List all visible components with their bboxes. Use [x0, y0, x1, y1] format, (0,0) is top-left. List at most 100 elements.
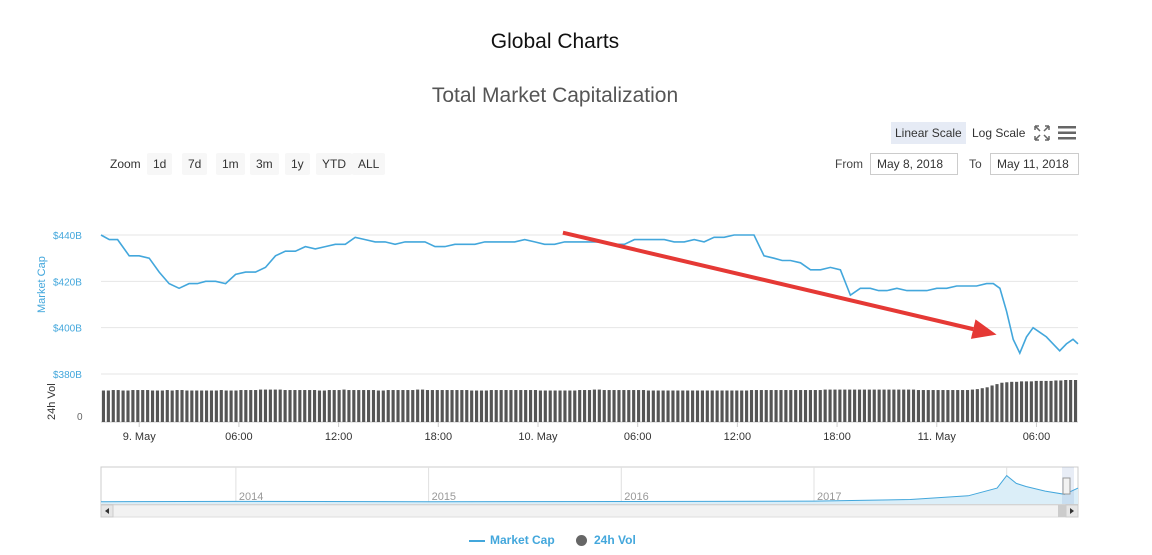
volume-bar [484, 390, 488, 422]
chart-title: Total Market Capitalization [431, 84, 679, 107]
volume-bar [209, 390, 214, 422]
volume-bar [1010, 381, 1014, 422]
volume-bar [543, 390, 547, 422]
volume-bar [926, 390, 930, 422]
volume-bar [141, 390, 145, 422]
legend-market-cap[interactable]: Market Cap [490, 533, 555, 547]
volume-bar [249, 390, 253, 422]
annotation-arrow-shaft [562, 230, 974, 332]
volume-bar [700, 390, 704, 422]
volume-bar [455, 390, 459, 422]
volume-bar [612, 390, 616, 422]
zoom-3m-button[interactable]: 3m [250, 153, 279, 175]
volume-bar [479, 390, 484, 422]
volume-bar [357, 390, 361, 422]
volume-bar [671, 390, 675, 422]
x-tick-label: 06:00 [1023, 431, 1051, 443]
volume-bar [980, 388, 984, 422]
y-axis-title: Market Cap [36, 256, 48, 313]
volume-bar [666, 390, 670, 422]
volume-bar [337, 390, 341, 422]
volume-bar [322, 390, 326, 422]
volume-bar [857, 389, 862, 422]
volume-bar [165, 390, 169, 422]
volume-bar [332, 390, 336, 422]
page-title: Global Charts [490, 30, 620, 53]
volume-bar [592, 389, 596, 422]
navigator-area [101, 475, 1078, 504]
volume-bar [195, 390, 199, 422]
volume-bar [931, 390, 935, 422]
volume-bar [715, 390, 719, 422]
annotation-arrow-head [970, 319, 997, 339]
volume-bar [602, 390, 606, 422]
log-scale-button[interactable]: Log Scale [972, 126, 1026, 140]
volume-bar [686, 390, 690, 422]
volume-bar [607, 390, 611, 422]
volume-bar [990, 385, 994, 422]
volume-bar [637, 390, 641, 422]
volume-bar [583, 390, 587, 422]
volume-bar [293, 390, 297, 422]
from-date-input[interactable]: May 8, 2018 [870, 153, 958, 175]
volume-bar [386, 390, 390, 422]
volume-bar [867, 389, 871, 422]
volume-bar [509, 390, 513, 422]
x-tick-label: 18:00 [823, 431, 851, 443]
zoom-1y-button[interactable]: 1y [285, 153, 310, 175]
volume-bar [975, 389, 979, 422]
volume-bar [681, 390, 685, 422]
hamburger-menu-icon[interactable] [1056, 122, 1078, 144]
volume-bar [710, 390, 714, 422]
volume-bar [995, 384, 999, 422]
navigator-frame [100, 466, 1079, 505]
volume-bar [784, 390, 788, 422]
navigator-year-label: 2015 [432, 491, 456, 503]
zoom-all-button[interactable]: ALL [352, 153, 386, 175]
volume-bar [445, 390, 449, 422]
volume-bar [352, 390, 356, 422]
volume-bar [430, 390, 434, 422]
volume-bar [705, 390, 709, 422]
volume-bar [514, 390, 518, 422]
volume-bar [475, 390, 479, 422]
zoom-ytd-button[interactable]: YTD [316, 153, 352, 175]
volume-bar [911, 389, 916, 422]
zoom-7d-button[interactable]: 7d [182, 153, 208, 175]
volume-bar [897, 389, 901, 422]
legend-24h-vol[interactable]: 24h Vol [594, 533, 636, 547]
volume-bar [961, 390, 965, 422]
zoom-1d-button[interactable]: 1d [147, 153, 173, 175]
volume-bar [367, 390, 371, 422]
volume-bar [632, 390, 636, 422]
zoom-1m-button[interactable]: 1m [216, 153, 245, 175]
volume-bar [303, 390, 307, 422]
volume-bar [902, 389, 906, 422]
volume-bar [941, 390, 945, 422]
volume-bar [1015, 381, 1019, 422]
volume-bar [818, 390, 822, 422]
volume-bar [838, 389, 842, 422]
x-tick-label: 06:00 [225, 431, 253, 443]
volume-bar [740, 390, 744, 422]
volume-bar [563, 390, 567, 422]
fullscreen-icon[interactable] [1031, 122, 1053, 144]
volume-bar [519, 390, 523, 422]
volume-bar [185, 390, 189, 422]
volume-bar [239, 390, 243, 422]
volume-bar [1005, 382, 1009, 422]
volume-bar [553, 390, 557, 422]
linear-scale-button[interactable]: Linear Scale [891, 122, 966, 144]
volume-bar [298, 390, 302, 422]
navigator-handle[interactable] [1062, 477, 1071, 495]
volume-bar [617, 390, 621, 422]
volume-bar [735, 390, 739, 422]
volume-legend-dot [576, 535, 587, 546]
volume-bar [1039, 380, 1043, 422]
navigator-year-label: 2016 [624, 491, 648, 503]
volume-bar [656, 390, 660, 422]
volume-bar [460, 390, 464, 422]
to-date-input[interactable]: May 11, 2018 [990, 153, 1079, 175]
volume-bar [676, 390, 680, 422]
